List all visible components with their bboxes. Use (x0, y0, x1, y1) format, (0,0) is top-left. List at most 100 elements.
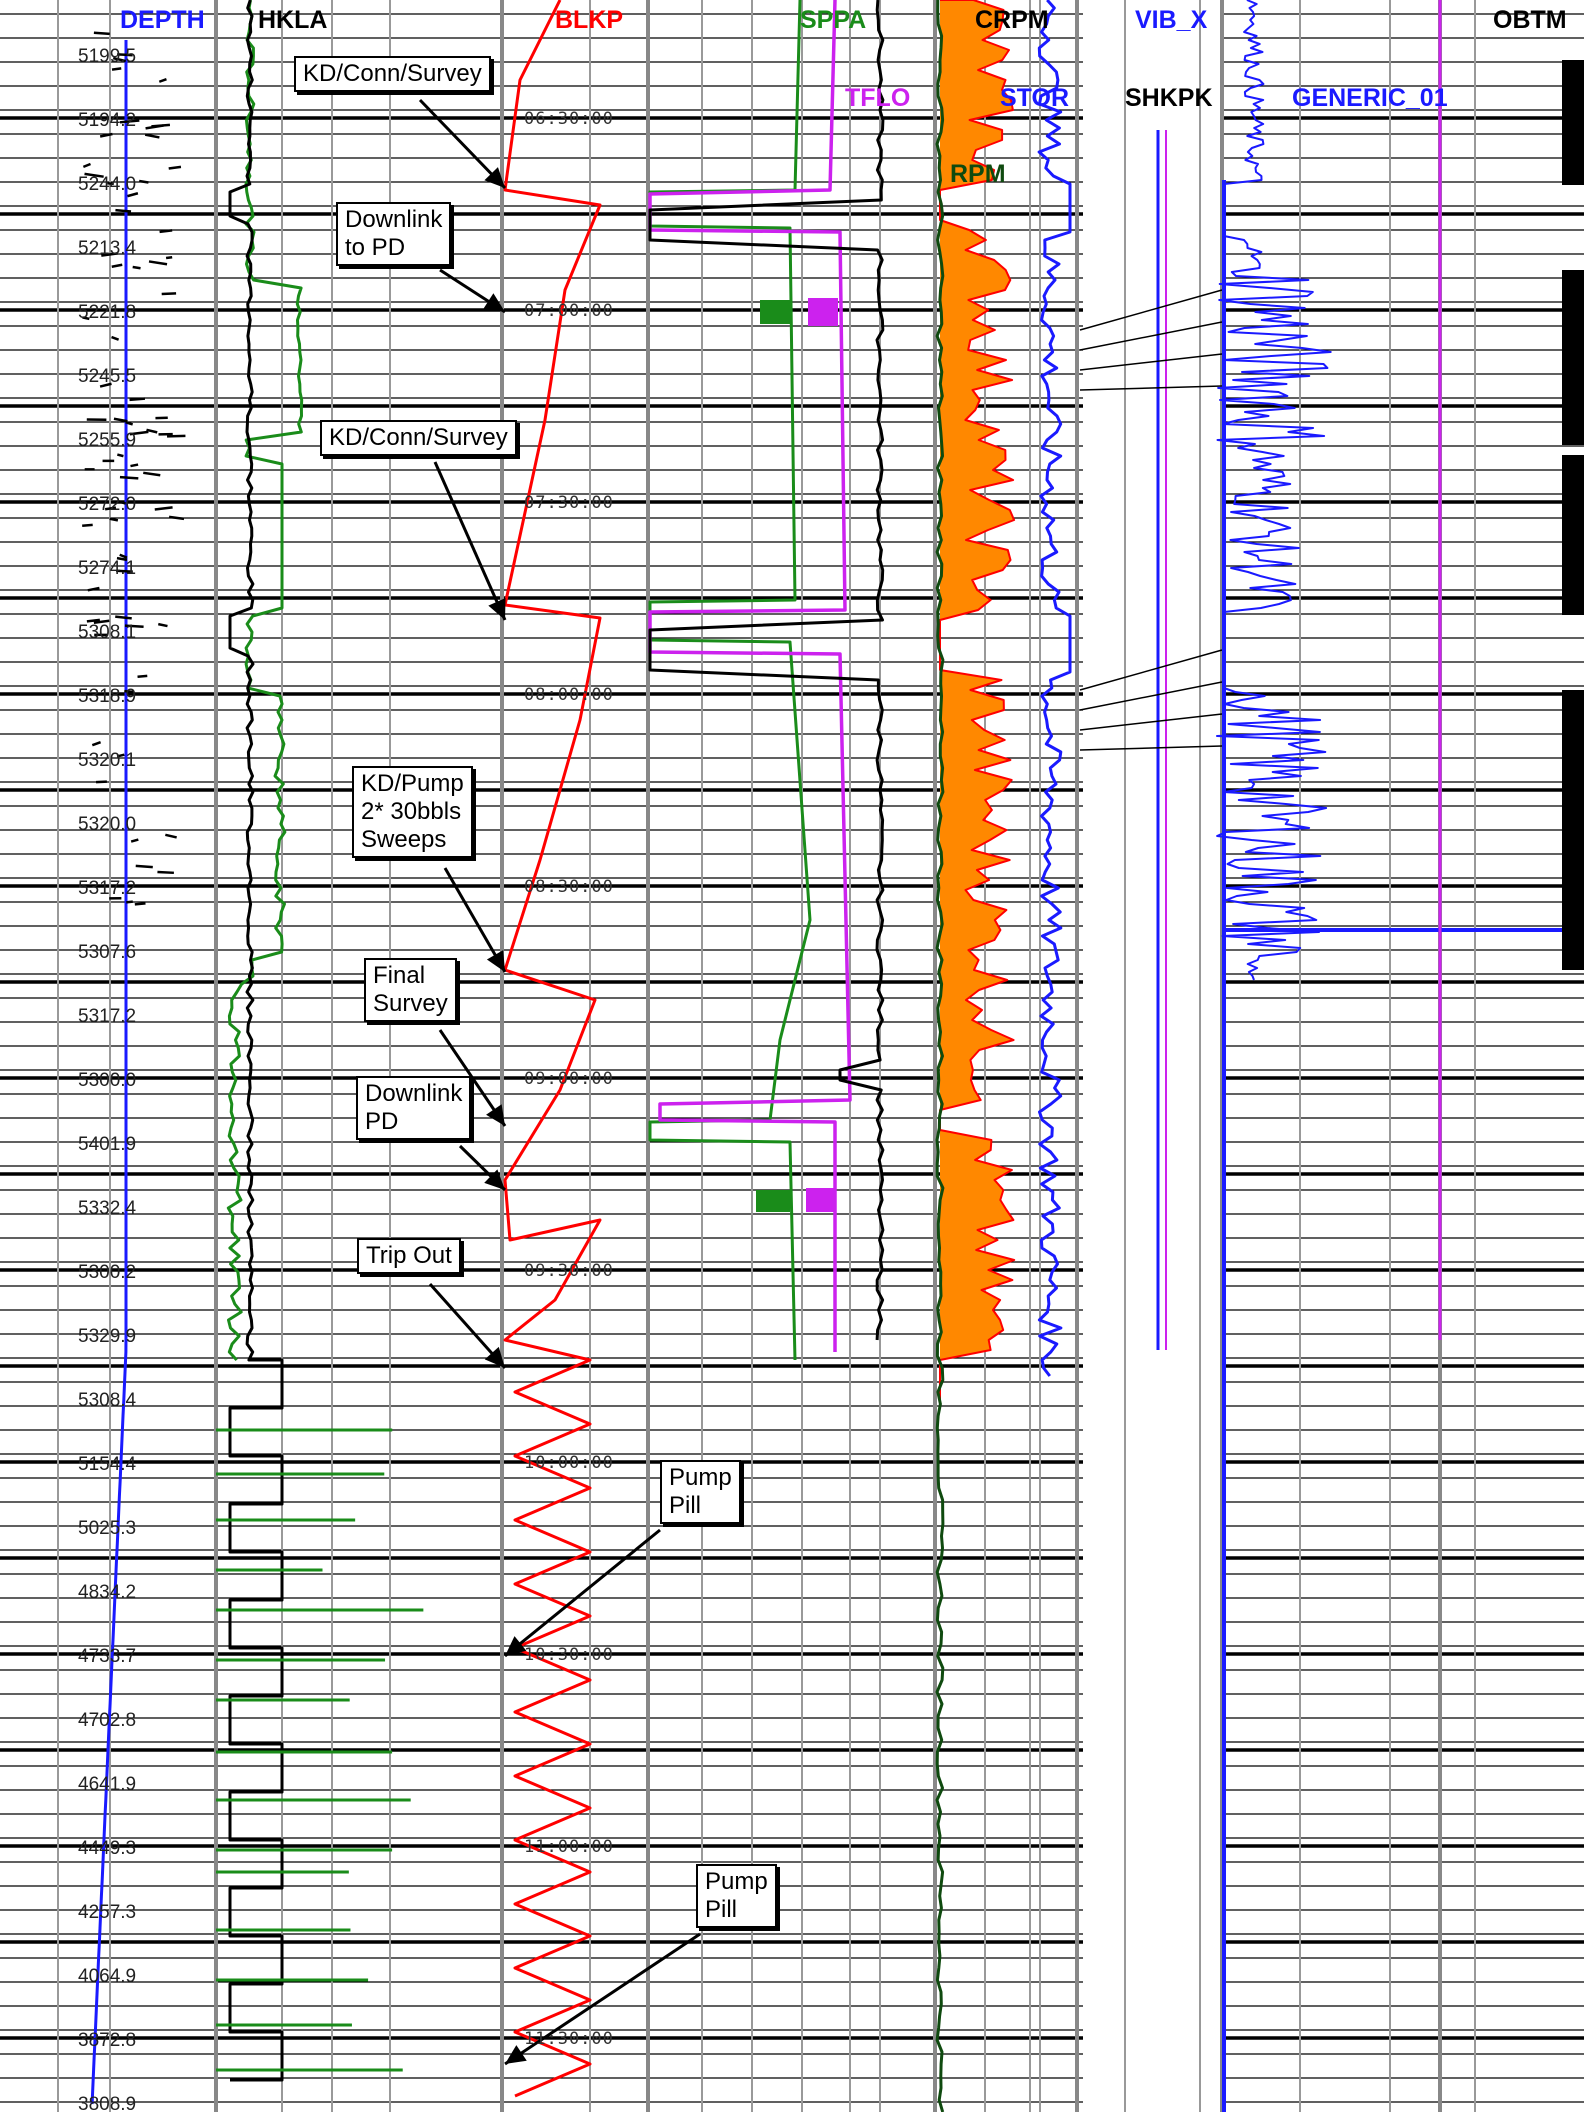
depth-noise (112, 56, 127, 63)
tflo-block (806, 1188, 836, 1212)
depth-noise (124, 624, 144, 628)
curve-header: TFLO (845, 84, 910, 112)
depth-noise (117, 53, 133, 57)
hkla-curve (228, 0, 284, 2082)
depth-noise (86, 618, 101, 623)
depth-noise (137, 674, 148, 679)
depth-noise (159, 229, 173, 234)
annotation-box: Downlink to PD (336, 202, 452, 266)
curve-headers: DEPTH HKLA BLKP SPPA TFLO RPM CRPM STOR VIB_X SHK… (120, 6, 1567, 188)
curve-traces (82, 0, 1584, 2112)
shkpk-link (1079, 745, 1223, 751)
depth-label: 4641.9 (78, 1774, 136, 1795)
shkpk-link (1079, 321, 1223, 351)
depth-label: 3808.9 (78, 2094, 136, 2112)
annotation-arrowhead (484, 167, 505, 188)
annotation-arrow (504, 1528, 661, 1658)
depth-label: 4702.8 (78, 1710, 136, 1731)
depth-noise (138, 179, 149, 184)
depth-noise (119, 553, 128, 559)
obtm-bar (1562, 270, 1584, 445)
depth-label: 5255.9 (78, 430, 136, 451)
depth-noise (109, 517, 119, 522)
depth-noise (113, 417, 128, 423)
depth-noise (91, 741, 102, 747)
depth-noise (116, 556, 128, 562)
annotation-arrowhead (505, 2045, 527, 2064)
rpm-curve (935, 0, 945, 2112)
depth-noise (82, 316, 90, 321)
depth-noise (129, 430, 149, 436)
annotation-box: KD/Pump 2* 30bbls Sweeps (352, 766, 473, 858)
track3-black-curve (648, 0, 885, 1341)
depth-noise (134, 902, 146, 906)
annotation-arrow (443, 867, 507, 973)
depth-label: 5317.2 (78, 1006, 136, 1027)
axis-labels: 5199.5 5194.2 5244.0 5213.4 5221.8 5245.5 5255… (78, 46, 614, 2112)
blkp-curve (503, 0, 602, 2098)
depth-label: 5300.0 (78, 1070, 136, 1091)
depth-noise (82, 523, 93, 527)
annotation-arrow (418, 98, 507, 190)
curve-header: SHKPK (1125, 84, 1213, 112)
depth-noise (115, 208, 132, 213)
annotation-arrowhead (486, 950, 505, 972)
time-label: 11:00:00 (524, 1837, 614, 1857)
depth-noise (115, 615, 132, 620)
depth-noise (87, 586, 100, 592)
shkpk-link (1079, 713, 1223, 731)
time-label: 07:30:00 (524, 493, 614, 513)
stor-curve (1037, 0, 1072, 1377)
depth-noise (117, 453, 124, 458)
depth-label: 5245.5 (78, 366, 136, 387)
depth-label: 5274.1 (78, 558, 136, 579)
depth-noise (119, 119, 140, 124)
generic01-curve (1216, 0, 1332, 981)
depth-label: 5332.4 (78, 1198, 137, 1219)
depth-label: 5329.9 (78, 1326, 136, 1347)
annotation-box: Downlink PD (356, 1076, 472, 1140)
obtm-bar (1562, 690, 1584, 970)
annotation-arrowhead (505, 1636, 527, 1656)
depth-label: 5320.0 (78, 814, 136, 835)
depth-noise (165, 255, 173, 260)
depth-noise (93, 619, 110, 624)
depth-noise (157, 870, 174, 875)
time-label: 09:30:00 (524, 1261, 614, 1281)
depth-label: 5199.5 (78, 46, 136, 67)
depth-noise (99, 382, 112, 388)
depth-label: 5244.0 (78, 174, 136, 195)
time-label: 06:30:00 (524, 109, 614, 129)
annotation-box: Final Survey (364, 958, 457, 1022)
annotation-box: Trip Out (357, 1238, 461, 1274)
curve-header: BLKP (555, 6, 623, 34)
depth-noise (119, 475, 139, 480)
depth-noise (167, 434, 186, 438)
depth-label: 5154.4 (78, 1454, 137, 1475)
depth-label: 5194.2 (78, 110, 136, 131)
shkpk-link (1079, 289, 1223, 331)
depth-noise (168, 515, 185, 521)
depth-label: 5307.6 (78, 942, 136, 963)
depth-label: 5317.2 (78, 878, 136, 899)
depth-label: 5213.4 (78, 238, 137, 259)
depth-noise (168, 165, 182, 170)
depth-noise (144, 133, 160, 139)
shkpk-link (1079, 681, 1223, 711)
depth-noise (129, 397, 146, 402)
annotation-arrowhead (484, 1346, 505, 1368)
curve-header: CRPM (975, 6, 1049, 34)
depth-noise (127, 192, 139, 198)
depth-noise (111, 263, 123, 269)
depth-label: 4064.9 (78, 1966, 136, 1987)
depth-noise (82, 162, 91, 169)
depth-noise (135, 864, 153, 869)
depth-label: 5320.1 (78, 750, 136, 771)
depth-label: 5401.9 (78, 1134, 136, 1155)
depth-noise (132, 265, 141, 270)
sppa-block (760, 300, 792, 324)
depth-noise (116, 569, 133, 573)
time-label: 08:00:00 (524, 685, 614, 705)
depth-noise (84, 172, 104, 178)
annotation-arrows (418, 98, 701, 2066)
